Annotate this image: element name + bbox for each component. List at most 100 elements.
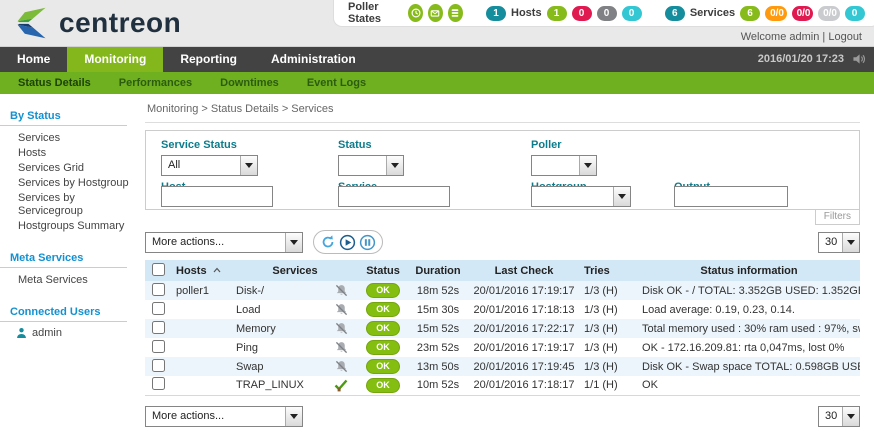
welcome-area: Welcome admin | Logout (741, 31, 862, 43)
play-icon[interactable] (339, 234, 356, 251)
duration-cell: 15m 30s (416, 303, 460, 316)
subnav-item[interactable]: Event Logs (306, 77, 367, 89)
main-nav: Home Monitoring Reporting Administration… (0, 47, 874, 72)
service-flag-cell (324, 281, 358, 300)
connected-user[interactable]: admin (0, 327, 135, 339)
nav-tab[interactable]: Monitoring (67, 47, 164, 72)
subnav-item[interactable]: Downtimes (220, 77, 279, 89)
column-tries[interactable]: Tries (580, 260, 639, 281)
subnav-item[interactable]: Status Details (18, 77, 91, 89)
service-cell[interactable]: Disk-/ (236, 284, 265, 297)
service-flag-cell (324, 300, 358, 319)
page-size-select-top[interactable]: 30 (818, 231, 860, 253)
nav-tab[interactable]: Home (17, 52, 51, 66)
poller-database-icon[interactable] (447, 4, 463, 22)
service-status-badge[interactable]: 0/0 (791, 5, 814, 21)
service-cell[interactable]: Load (236, 303, 261, 316)
column-duration[interactable]: Duration (408, 260, 469, 281)
table-row: Ping OK 23m 52s 20/01/2016 17:19:17 1/3 … (145, 338, 860, 357)
row-checkbox[interactable] (152, 320, 165, 334)
service-status-select[interactable]: All (161, 155, 258, 176)
host-cell[interactable]: poller1 (176, 284, 210, 297)
refresh-icon[interactable] (320, 234, 336, 250)
output-input[interactable] (674, 186, 788, 207)
tries-cell: 1/3 (H) (584, 284, 618, 297)
status-select[interactable] (338, 155, 404, 176)
host-cell[interactable] (172, 357, 232, 376)
welcome-text: Welcome admin (740, 31, 820, 43)
nav-tab[interactable]: Administration (271, 52, 356, 66)
host-cell[interactable] (172, 376, 232, 395)
services-label: Services (689, 7, 736, 19)
service-status-badge[interactable]: 6 (740, 5, 761, 21)
speaker-icon[interactable] (852, 53, 866, 68)
subnav-item[interactable]: Performances (118, 77, 193, 89)
column-services[interactable]: Services (232, 260, 359, 281)
table-row: Swap OK 13m 50s 20/01/2016 17:19:45 1/3 … (145, 357, 860, 376)
hosts-label: Hosts (511, 7, 542, 19)
hosts-total-badge[interactable]: 1 (486, 5, 507, 21)
sidebar-item[interactable]: Services (18, 132, 61, 144)
dropdown-arrow-icon (285, 232, 302, 252)
logout-link[interactable]: Logout (828, 31, 862, 43)
host-status-badge[interactable]: 0 (596, 5, 617, 21)
last-check-cell: 20/01/2016 17:19:17 (473, 341, 575, 354)
welcome-separator: | (822, 31, 826, 43)
service-cell[interactable]: Swap (236, 360, 264, 373)
service-status-badge[interactable]: 0 (844, 5, 865, 21)
last-check-cell: 20/01/2016 17:22:17 (473, 322, 575, 335)
select-all-checkbox[interactable] (152, 262, 165, 276)
poller-export-icon[interactable] (428, 4, 443, 22)
host-cell[interactable] (172, 319, 232, 338)
column-status-information[interactable]: Status information (638, 260, 860, 281)
host-cell[interactable] (172, 300, 232, 319)
column-hosts[interactable]: Hosts (172, 260, 232, 281)
bell-muted-icon (335, 284, 347, 297)
dropdown-arrow-icon (842, 406, 859, 426)
service-cell[interactable]: Memory (236, 322, 276, 335)
host-status-badge[interactable]: 0 (571, 5, 592, 21)
sidebar-item[interactable]: Services Grid (18, 162, 85, 174)
sidebar-item[interactable]: Meta Services (18, 274, 88, 286)
services-total-badge[interactable]: 6 (664, 5, 685, 21)
pause-icon[interactable] (359, 234, 376, 251)
column-last-check[interactable]: Last Check (468, 260, 581, 281)
poller-select[interactable] (531, 155, 597, 176)
column-status[interactable]: Status (358, 260, 409, 281)
host-input[interactable] (161, 186, 273, 207)
row-checkbox[interactable] (152, 358, 165, 372)
sidebar-item[interactable]: Services by Hostgroup (18, 177, 129, 189)
table-row: Memory OK 15m 52s 20/01/2016 17:22:17 1/… (145, 319, 860, 338)
more-actions-select-bottom[interactable]: More actions... (145, 405, 303, 427)
last-check-cell: 20/01/2016 17:18:13 (473, 303, 575, 316)
poller-states-label: Poller States (348, 1, 382, 25)
page-size-select-bottom[interactable]: 30 (818, 405, 860, 427)
row-checkbox[interactable] (152, 282, 165, 296)
service-status-badge[interactable]: 0/0 (818, 5, 840, 21)
sidebar-item[interactable]: Services by Servicegroup (18, 192, 83, 217)
row-checkbox[interactable] (152, 339, 165, 353)
breadcrumb[interactable]: Monitoring > Status Details > Services (145, 94, 860, 123)
sidebar-item[interactable]: Hosts (18, 147, 47, 159)
host-status-badge[interactable]: 1 (546, 5, 567, 21)
person-icon (17, 327, 26, 339)
datetime: 2016/01/20 17:23 (757, 53, 844, 65)
status-information-cell: Disk OK - / TOTAL: 3.352GB USED: 1.352GB… (642, 284, 860, 297)
host-cell[interactable] (172, 338, 232, 357)
nav-tab[interactable]: Reporting (180, 52, 237, 66)
filters-tab[interactable]: Filters (814, 209, 860, 225)
row-checkbox[interactable] (152, 301, 165, 315)
poller-clock-icon[interactable] (408, 4, 423, 22)
table-row: TRAP_LINUX OK 10m 52s 20/01/2016 17:18:1… (145, 376, 860, 395)
global-status-bar: Poller States 1 Hosts 1 0 0 0 6 Services… (333, 0, 874, 27)
centreon-logo[interactable]: centreon (14, 5, 181, 41)
service-status-badge[interactable]: 0/0 (765, 5, 787, 21)
sidebar-item[interactable]: Hostgroups Summary (18, 220, 125, 232)
service-cell[interactable]: Ping (236, 341, 259, 354)
row-checkbox[interactable] (152, 377, 165, 391)
host-status-badge[interactable]: 0 (621, 5, 642, 21)
hostgroup-select[interactable] (531, 186, 631, 207)
more-actions-select-top[interactable]: More actions... (145, 231, 303, 253)
service-input[interactable] (338, 186, 450, 207)
service-cell[interactable]: TRAP_LINUX (236, 379, 304, 392)
